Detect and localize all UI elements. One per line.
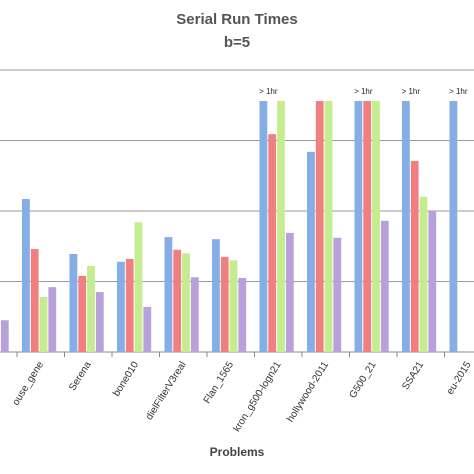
bar-note: > 1hr xyxy=(402,87,421,96)
bar xyxy=(95,292,104,352)
bar xyxy=(333,237,342,352)
bar xyxy=(307,151,315,352)
bar xyxy=(134,222,143,352)
bar xyxy=(69,254,78,352)
bar xyxy=(190,277,199,352)
x-axis-title: Problems xyxy=(210,445,265,459)
x-tick-label: bone010 xyxy=(111,359,141,398)
chart-title: Serial Run Times xyxy=(176,11,297,28)
bar xyxy=(402,101,410,353)
bar xyxy=(143,306,152,352)
x-tick-label: ouse_gene xyxy=(11,359,47,407)
bar xyxy=(449,101,458,353)
bar xyxy=(220,256,229,352)
bar xyxy=(410,160,419,352)
x-tick-label: SSA21 xyxy=(400,359,426,392)
bar xyxy=(268,134,277,352)
bar xyxy=(173,249,182,352)
chart-subtitle: b=5 xyxy=(224,34,250,51)
bar xyxy=(39,297,48,352)
bar xyxy=(419,196,428,352)
bar xyxy=(229,260,238,352)
bar xyxy=(315,101,324,353)
x-tick-label: eu-2015 xyxy=(445,359,474,396)
bar xyxy=(22,199,30,352)
bar xyxy=(164,237,173,352)
bar xyxy=(277,101,285,353)
bar xyxy=(30,249,39,352)
bar-note: > 1hr xyxy=(259,87,278,96)
bar xyxy=(0,320,9,352)
bar xyxy=(212,239,220,352)
bar xyxy=(259,101,268,353)
bar xyxy=(78,275,87,352)
bar-note: > 1hr xyxy=(354,87,373,96)
bar xyxy=(372,101,380,353)
bar xyxy=(87,265,95,352)
x-tick-label: dielFilterV3real xyxy=(144,360,189,422)
bar xyxy=(182,253,190,352)
bar xyxy=(238,277,247,352)
bar xyxy=(285,232,294,352)
bar xyxy=(428,211,437,352)
bar-note: > 1hr xyxy=(449,87,468,96)
bar xyxy=(324,101,333,353)
bar xyxy=(48,287,57,352)
bar xyxy=(354,101,363,353)
bar xyxy=(380,220,389,352)
x-tick-label: Serena xyxy=(67,359,94,393)
x-tick-label: kron_g500-logn21 xyxy=(232,359,284,434)
bar xyxy=(117,261,125,352)
x-tick-label: G500_21 xyxy=(348,359,379,400)
x-tick-label: Flan_1565 xyxy=(202,359,237,405)
x-tick-label: hollywood-2011 xyxy=(285,359,331,424)
bar xyxy=(125,258,134,352)
bar xyxy=(363,101,372,353)
